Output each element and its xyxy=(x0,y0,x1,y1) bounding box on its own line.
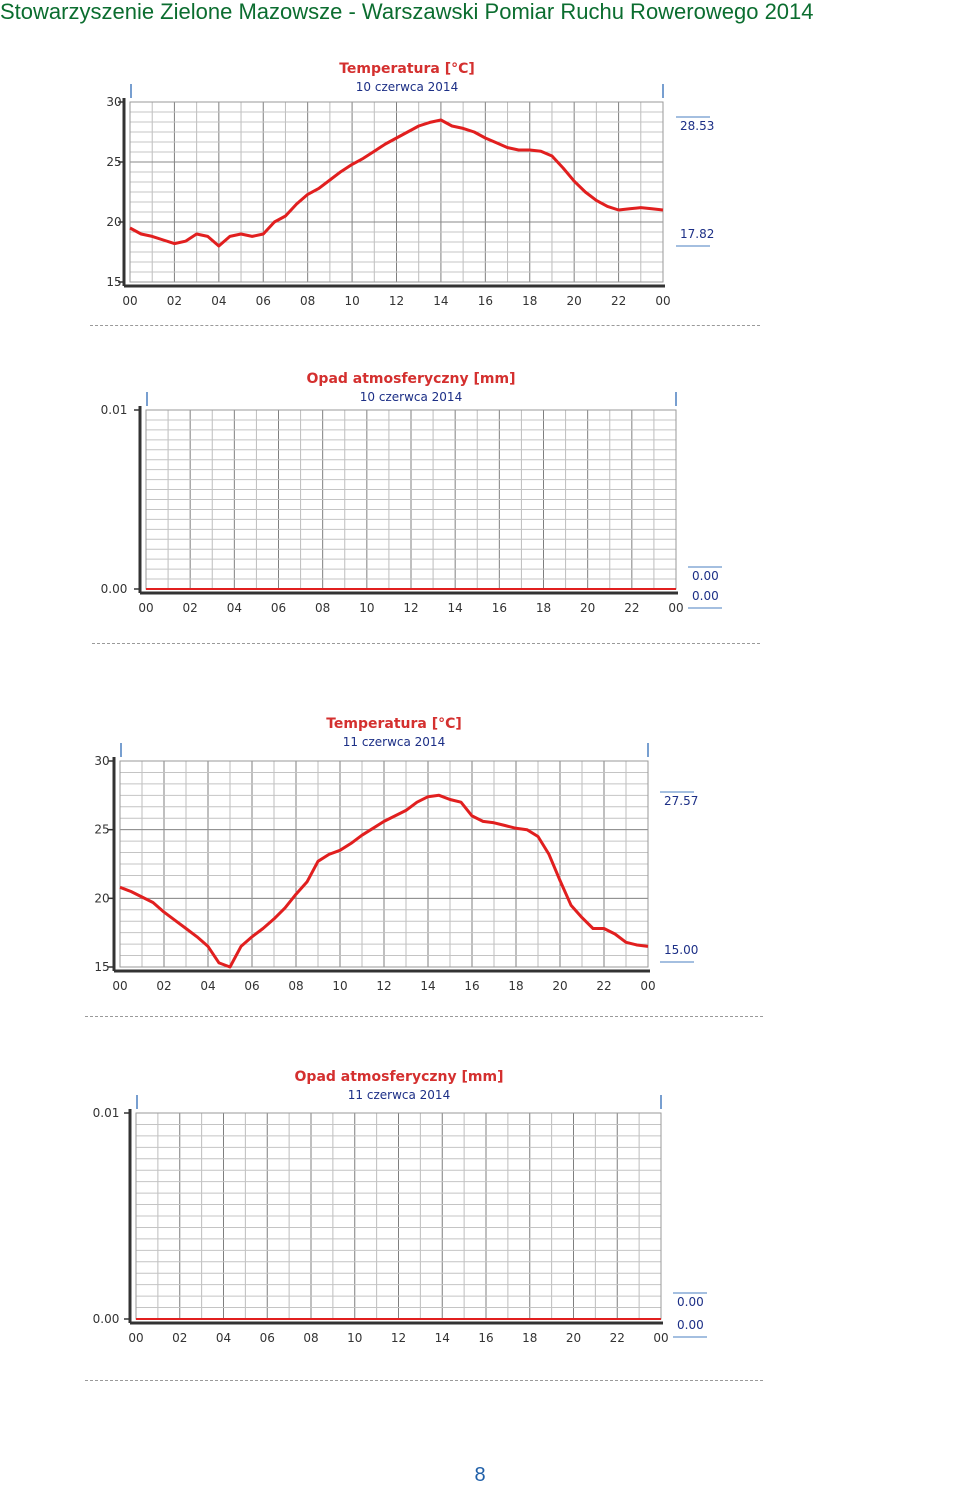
chart-separator xyxy=(85,1380,763,1381)
plot-frame xyxy=(129,101,664,283)
x-tick-label: 12 xyxy=(403,601,418,615)
chart-subtitle: 10 czerwca 2014 xyxy=(360,390,462,404)
x-tick-label: 18 xyxy=(522,294,537,308)
min-value-label: 0.00 xyxy=(677,1318,704,1332)
x-tick-label: 06 xyxy=(256,294,271,308)
y-tick-label: 30 xyxy=(94,754,109,768)
plot-frame xyxy=(119,760,649,968)
precipitation-chart-june-10: Opad atmosferyczny [mm] 10 czerwca 2014 0.… xyxy=(101,371,722,615)
y-tick-label: 0.00 xyxy=(101,582,128,596)
x-tick-label: 08 xyxy=(300,294,315,308)
max-value-label: 27.57 xyxy=(664,794,698,808)
x-tick-label: 16 xyxy=(478,294,493,308)
x-tick-label: 16 xyxy=(478,1331,493,1345)
min-value-label: 17.82 xyxy=(680,227,714,241)
chart-separator xyxy=(92,643,760,644)
x-tick-label: 18 xyxy=(508,979,523,993)
max-value-label: 0.00 xyxy=(692,569,719,583)
x-tick-label: 00 xyxy=(112,979,127,993)
x-tick-label: 08 xyxy=(288,979,303,993)
chart-separator xyxy=(85,1016,763,1017)
x-tick-label: 00 xyxy=(655,294,670,308)
x-tick-label: 22 xyxy=(611,294,626,308)
x-tick-label: 02 xyxy=(167,294,182,308)
x-tick-label: 22 xyxy=(610,1331,625,1345)
x-tick-label: 22 xyxy=(596,979,611,993)
page-header: Stowarzyszenie Zielone Mazowsze - Warsza… xyxy=(0,0,814,24)
x-tick-label: 18 xyxy=(522,1331,537,1345)
x-tick-label: 00 xyxy=(653,1331,668,1345)
x-tick-label: 02 xyxy=(172,1331,187,1345)
max-value-label: 0.00 xyxy=(677,1295,704,1309)
x-tick-label: 10 xyxy=(344,294,359,308)
x-tick-label: 12 xyxy=(391,1331,406,1345)
y-tick-label: 0.01 xyxy=(93,1106,120,1120)
min-value-label: 0.00 xyxy=(692,589,719,603)
y-tick-label: 0.01 xyxy=(101,403,128,417)
chart-title: Opad atmosferyczny [mm] xyxy=(307,371,516,387)
x-tick-label: 04 xyxy=(227,601,242,615)
x-tick-label: 10 xyxy=(347,1331,362,1345)
y-tick-label: 25 xyxy=(106,155,121,169)
series-line xyxy=(129,118,664,248)
x-tick-label: 02 xyxy=(183,601,198,615)
x-tick-label: 20 xyxy=(552,979,567,993)
x-tick-label: 08 xyxy=(315,601,330,615)
x-tick-label: 14 xyxy=(420,979,435,993)
chart-separator xyxy=(90,325,760,326)
x-tick-label: 08 xyxy=(303,1331,318,1345)
chart-title: Temperatura [°C] xyxy=(339,61,475,77)
temperature-chart-june-10: Temperatura [°C] 10 czerwca 2014 15 20 25 30 0… xyxy=(106,61,714,308)
y-tick-label: 20 xyxy=(94,891,109,905)
x-tick-label: 12 xyxy=(389,294,404,308)
x-tick-label: 00 xyxy=(668,601,683,615)
series-line xyxy=(119,793,649,969)
chart-title: Opad atmosferyczny [mm] xyxy=(295,1069,504,1085)
x-tick-label: 16 xyxy=(464,979,479,993)
x-tick-label: 14 xyxy=(448,601,463,615)
x-tick-label: 06 xyxy=(271,601,286,615)
chart-subtitle: 10 czerwca 2014 xyxy=(356,80,458,94)
y-tick-label: 20 xyxy=(106,215,121,229)
y-tick-label: 30 xyxy=(106,95,121,109)
y-tick-label: 15 xyxy=(94,960,109,974)
x-tick-label: 14 xyxy=(433,294,448,308)
y-tick-label: 0.00 xyxy=(93,1312,120,1326)
x-tick-label: 00 xyxy=(122,294,137,308)
x-tick-label: 16 xyxy=(492,601,507,615)
x-tick-label: 14 xyxy=(435,1331,450,1345)
x-tick-label: 00 xyxy=(128,1331,143,1345)
x-tick-label: 06 xyxy=(244,979,259,993)
precipitation-chart-june-11: Opad atmosferyczny [mm] 11 czerwca 2014 0.… xyxy=(93,1069,707,1345)
y-tick-label: 15 xyxy=(106,275,121,289)
x-tick-label: 10 xyxy=(359,601,374,615)
x-tick-label: 04 xyxy=(211,294,226,308)
x-tick-label: 02 xyxy=(156,979,171,993)
chart-subtitle: 11 czerwca 2014 xyxy=(343,735,445,749)
x-tick-label: 18 xyxy=(536,601,551,615)
x-tick-label: 04 xyxy=(216,1331,231,1345)
min-value-label: 15.00 xyxy=(664,943,698,957)
y-tick-label: 25 xyxy=(94,823,109,837)
page-number: 8 xyxy=(474,1464,486,1486)
x-tick-label: 22 xyxy=(624,601,639,615)
x-tick-label: 12 xyxy=(376,979,391,993)
x-tick-label: 00 xyxy=(640,979,655,993)
chart-subtitle: 11 czerwca 2014 xyxy=(348,1088,450,1102)
x-tick-label: 00 xyxy=(138,601,153,615)
x-tick-label: 20 xyxy=(566,1331,581,1345)
x-tick-label: 10 xyxy=(332,979,347,993)
chart-title: Temperatura [°C] xyxy=(326,716,462,732)
x-tick-label: 20 xyxy=(567,294,582,308)
x-tick-label: 06 xyxy=(260,1331,275,1345)
temperature-chart-june-11: Temperatura [°C] 11 czerwca 2014 15 20 25 30 0… xyxy=(94,716,698,993)
x-tick-label: 04 xyxy=(200,979,215,993)
x-tick-label: 20 xyxy=(580,601,595,615)
max-value-label: 28.53 xyxy=(680,119,714,133)
